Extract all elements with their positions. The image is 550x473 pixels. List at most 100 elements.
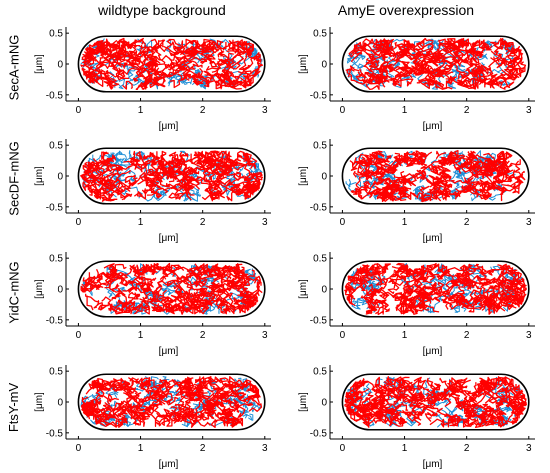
x-tick-label: 3 (526, 217, 532, 228)
trajectory-track (240, 269, 255, 285)
trajectory-track (183, 399, 214, 416)
trajectory-track (429, 384, 442, 390)
trajectory-track (120, 276, 134, 292)
trajectory-track (463, 385, 484, 396)
trajectory-track (502, 263, 522, 281)
trajectory-track (505, 41, 514, 55)
trajectory-track (249, 184, 259, 191)
trajectory-track (479, 293, 493, 315)
trajectory-track (404, 290, 426, 307)
trajectory-track (467, 301, 485, 311)
trajectory-track (139, 404, 152, 415)
trajectory-track (133, 188, 147, 200)
trajectory-track (202, 395, 225, 413)
cell-outline (341, 373, 530, 431)
trajectory-track (380, 168, 396, 175)
trajectory-track (83, 64, 98, 76)
trajectory-track (372, 270, 387, 294)
trajectory-track (194, 263, 208, 273)
trajectory-track (402, 409, 422, 421)
trajectory-track (385, 409, 397, 416)
trajectory-track (111, 283, 126, 296)
trajectory-track (214, 150, 232, 162)
trajectory-track (128, 273, 140, 284)
trajectory-track (464, 49, 476, 63)
trajectory-track (427, 191, 442, 202)
y-tick-label: 0 (321, 398, 327, 409)
trajectory-track (493, 53, 506, 64)
trajectory-track (462, 155, 478, 161)
y-axis-label: [μm] (298, 392, 309, 412)
trajectory-track (160, 153, 167, 177)
trajectory-track (500, 184, 520, 195)
trajectory-track (346, 68, 369, 85)
trajectory-track (472, 162, 485, 179)
trajectory-track (214, 390, 231, 400)
chart-panel-5: 0 1 2 3 -0.5 0 0.5 [μm] [μm] (298, 252, 535, 357)
trajectory-track (377, 150, 385, 157)
trajectory-track (370, 178, 386, 189)
trajectory-track (185, 412, 198, 421)
trajectory-track (126, 303, 137, 315)
trajectory-track (174, 394, 187, 407)
trajectory-track (170, 291, 188, 301)
trajectory-track (443, 156, 457, 164)
cell-outline (77, 35, 266, 93)
trajectory-track (423, 288, 442, 304)
trajectory-track (204, 408, 214, 419)
trajectory-track (135, 151, 151, 166)
trajectory-track (504, 387, 519, 408)
trajectory-track (224, 157, 238, 166)
y-tick-label: 0 (321, 172, 327, 183)
trajectory-track (222, 283, 243, 293)
trajectory-track (412, 64, 425, 75)
trajectory-track (425, 305, 438, 314)
trajectory-track (425, 392, 440, 403)
trajectory-track (106, 268, 123, 285)
trajectory-track (134, 281, 146, 292)
y-tick-label: -0.5 (310, 90, 328, 101)
trajectory-track (380, 63, 395, 73)
trajectory-track (376, 169, 387, 181)
trajectory-track (473, 275, 500, 291)
trajectory-track (488, 284, 500, 299)
trajectory-track (243, 394, 254, 404)
trajectory-track (181, 413, 202, 428)
trajectory-track (405, 278, 420, 295)
trajectory-track (159, 285, 176, 292)
trajectory-track (485, 294, 511, 307)
y-tick-label: -0.5 (46, 428, 64, 439)
trajectory-track (349, 410, 374, 428)
trajectory-track (91, 404, 111, 413)
y-tick-label: 0 (57, 285, 63, 296)
y-tick-label: 0.5 (313, 367, 327, 378)
trajectory-track (162, 186, 179, 195)
y-tick-label: 0.5 (49, 141, 63, 152)
x-axis-label: [μm] (159, 346, 179, 357)
trajectory-track (389, 273, 407, 282)
trajectory-track (496, 387, 510, 398)
trajectory-track (132, 73, 143, 82)
trajectory-track (198, 287, 208, 297)
trajectory-track (166, 39, 185, 56)
trajectory-track (221, 63, 233, 76)
chart-panel-2: 0 1 2 3 -0.5 0 0.5 [μm] [μm] (34, 139, 271, 244)
trajectory-track (256, 173, 263, 184)
trajectory-track (180, 289, 196, 300)
trajectory-track (441, 296, 453, 306)
trajectory-track (398, 268, 422, 278)
y-tick-label: 0.5 (49, 367, 63, 378)
trajectory-track (496, 151, 511, 161)
trajectory-track (494, 171, 510, 183)
trajectory-track (249, 172, 259, 179)
y-axis-label: [μm] (34, 279, 45, 299)
trajectory-track (458, 179, 491, 192)
trajectory-track (346, 404, 360, 418)
trajectory-track (115, 67, 126, 81)
row-label-yidc-text: YidC-mNG (6, 260, 22, 324)
trajectory-track (137, 275, 146, 281)
row-label-seca-text: SecA-mNG (6, 34, 22, 100)
row-label-ftsy-text: FtsY-mV (6, 382, 22, 432)
trajectory-track (464, 271, 475, 281)
trajectory-track (472, 154, 502, 169)
